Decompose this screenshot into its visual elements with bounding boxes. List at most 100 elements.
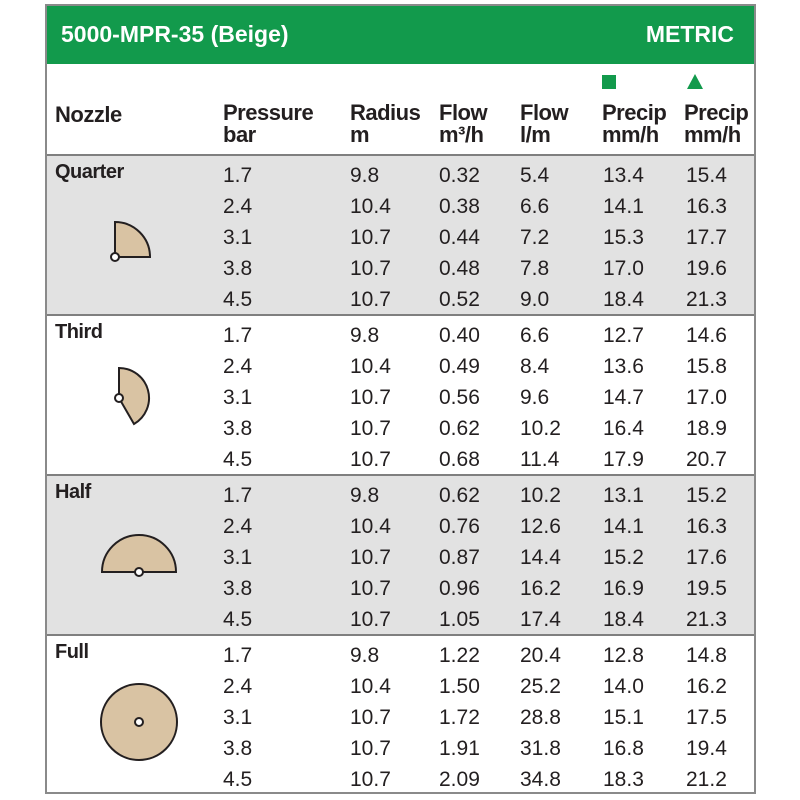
radius-cell: 9.8 bbox=[350, 164, 380, 187]
flow-m3h-cell: 1.91 bbox=[439, 737, 480, 760]
precip-square-cell: 14.7 bbox=[603, 386, 644, 409]
nozzle-name: Quarter bbox=[55, 161, 124, 183]
flow-m3h-cell: 0.76 bbox=[439, 515, 480, 538]
radius-cell: 10.7 bbox=[350, 706, 391, 729]
pressure-cell: 4.5 bbox=[223, 288, 253, 311]
table-row: 1.7 9.8 0.32 5.4 13.4 15.4 bbox=[47, 160, 754, 191]
full-circle-icon bbox=[97, 680, 181, 769]
table-row: 3.8 10.7 0.96 16.2 16.9 19.5 bbox=[47, 573, 754, 604]
flow-m3h-cell: 1.72 bbox=[439, 706, 480, 729]
radius-cell: 10.7 bbox=[350, 546, 391, 569]
pressure-cell: 2.4 bbox=[223, 515, 253, 538]
quarter-arc-icon bbox=[109, 214, 161, 271]
precip-square-cell: 18.4 bbox=[603, 288, 644, 311]
table-row: 4.5 10.7 1.05 17.4 18.4 21.3 bbox=[47, 604, 754, 635]
header-nozzle: Nozzle bbox=[55, 102, 122, 127]
unit-system-label: METRIC bbox=[645, 21, 734, 47]
precip-square-cell: 18.4 bbox=[603, 608, 644, 631]
radius-cell: 10.4 bbox=[350, 675, 391, 698]
flow-m3h-cell: 0.32 bbox=[439, 164, 480, 187]
table-row: 1.7 9.8 0.40 6.6 12.7 14.6 bbox=[47, 320, 754, 351]
precip-triangle-cell: 21.3 bbox=[686, 608, 727, 631]
table-row: 4.5 10.7 0.68 11.4 17.9 20.7 bbox=[47, 444, 754, 475]
radius-cell: 10.7 bbox=[350, 608, 391, 631]
radius-cell: 10.7 bbox=[350, 577, 391, 600]
pressure-cell: 2.4 bbox=[223, 675, 253, 698]
flow-m3h-cell: 0.44 bbox=[439, 226, 480, 249]
pressure-cell: 3.1 bbox=[223, 706, 253, 729]
nozzle-group: Quarter 1.7 9.8 0.32 5.4 13.4 15.4 2.4 10.4 0.38 6… bbox=[47, 154, 754, 314]
table-row: 2.4 10.4 1.50 25.2 14.0 16.2 bbox=[47, 671, 754, 702]
flow-lm-cell: 7.2 bbox=[520, 226, 550, 249]
flow-lm-cell: 14.4 bbox=[520, 546, 561, 569]
flow-lm-cell: 11.4 bbox=[520, 448, 560, 471]
radius-cell: 9.8 bbox=[350, 644, 380, 667]
flow-m3h-cell: 0.48 bbox=[439, 257, 480, 280]
radius-cell: 10.7 bbox=[350, 288, 391, 311]
precip-triangle-cell: 15.2 bbox=[686, 484, 727, 507]
flow-m3h-cell: 1.50 bbox=[439, 675, 480, 698]
triangle-spacing-icon bbox=[687, 74, 703, 89]
nozzle-name: Third bbox=[55, 321, 103, 343]
precip-triangle-cell: 21.2 bbox=[686, 768, 727, 791]
flow-lm-cell: 10.2 bbox=[520, 417, 561, 440]
precip-square-cell: 17.9 bbox=[603, 448, 644, 471]
precip-square-cell: 16.9 bbox=[603, 577, 644, 600]
precip-square-cell: 16.4 bbox=[603, 417, 644, 440]
radius-cell: 10.7 bbox=[350, 768, 391, 791]
header-flow-m3h: Flow m³/h bbox=[439, 100, 488, 147]
pressure-cell: 2.4 bbox=[223, 195, 253, 218]
table-row: 3.1 10.7 0.56 9.6 14.7 17.0 bbox=[47, 382, 754, 413]
table-row: 4.5 10.7 2.09 34.8 18.3 21.2 bbox=[47, 764, 754, 795]
flow-lm-cell: 25.2 bbox=[520, 675, 561, 698]
radius-cell: 10.7 bbox=[350, 386, 391, 409]
flow-lm-cell: 16.2 bbox=[520, 577, 561, 600]
precip-triangle-cell: 18.9 bbox=[686, 417, 727, 440]
radius-cell: 9.8 bbox=[350, 324, 380, 347]
pressure-cell: 3.1 bbox=[223, 226, 253, 249]
square-spacing-icon bbox=[602, 75, 616, 89]
precip-triangle-cell: 14.6 bbox=[686, 324, 727, 347]
precip-square-cell: 15.3 bbox=[603, 226, 644, 249]
flow-lm-cell: 6.6 bbox=[520, 324, 550, 347]
pressure-cell: 1.7 bbox=[223, 484, 253, 507]
title-bar: 5000-MPR-35 (Beige) METRIC bbox=[47, 6, 754, 64]
pressure-cell: 4.5 bbox=[223, 768, 253, 791]
table-row: 3.1 10.7 1.72 28.8 15.1 17.5 bbox=[47, 702, 754, 733]
precip-square-cell: 14.1 bbox=[603, 515, 644, 538]
flow-m3h-cell: 0.52 bbox=[439, 288, 480, 311]
flow-lm-cell: 7.8 bbox=[520, 257, 550, 280]
table-row: 2.4 10.4 0.49 8.4 13.6 15.8 bbox=[47, 351, 754, 382]
radius-cell: 10.7 bbox=[350, 417, 391, 440]
table-row: 1.7 9.8 0.62 10.2 13.1 15.2 bbox=[47, 480, 754, 511]
table-row: 4.5 10.7 0.52 9.0 18.4 21.3 bbox=[47, 284, 754, 315]
precip-triangle-cell: 20.7 bbox=[686, 448, 727, 471]
pressure-cell: 3.1 bbox=[223, 386, 253, 409]
flow-m3h-cell: 2.09 bbox=[439, 768, 480, 791]
table-row: 3.1 10.7 0.44 7.2 15.3 17.7 bbox=[47, 222, 754, 253]
pressure-cell: 4.5 bbox=[223, 448, 253, 471]
third-arc-icon bbox=[111, 364, 167, 431]
flow-m3h-cell: 0.40 bbox=[439, 324, 480, 347]
table-row: 3.1 10.7 0.87 14.4 15.2 17.6 bbox=[47, 542, 754, 573]
flow-m3h-cell: 0.96 bbox=[439, 577, 480, 600]
flow-lm-cell: 9.0 bbox=[520, 288, 550, 311]
precip-square-cell: 12.8 bbox=[603, 644, 644, 667]
radius-cell: 10.7 bbox=[350, 448, 391, 471]
pressure-cell: 3.8 bbox=[223, 257, 253, 280]
nozzle-performance-table: 5000-MPR-35 (Beige) METRIC Nozzle Pressu… bbox=[45, 4, 756, 794]
radius-cell: 10.4 bbox=[350, 195, 391, 218]
pressure-cell: 3.8 bbox=[223, 737, 253, 760]
pressure-cell: 3.8 bbox=[223, 577, 253, 600]
pressure-cell: 3.1 bbox=[223, 546, 253, 569]
table-row: 1.7 9.8 1.22 20.4 12.8 14.8 bbox=[47, 640, 754, 671]
flow-m3h-cell: 0.56 bbox=[439, 386, 480, 409]
header-flow-lm: Flow l/m bbox=[520, 100, 569, 147]
precip-triangle-cell: 16.3 bbox=[686, 195, 727, 218]
precip-triangle-cell: 14.8 bbox=[686, 644, 727, 667]
table-title: 5000-MPR-35 (Beige) bbox=[61, 21, 289, 47]
flow-lm-cell: 12.6 bbox=[520, 515, 561, 538]
precip-square-cell: 16.8 bbox=[603, 737, 644, 760]
precip-triangle-cell: 19.5 bbox=[686, 577, 727, 600]
radius-cell: 10.7 bbox=[350, 737, 391, 760]
